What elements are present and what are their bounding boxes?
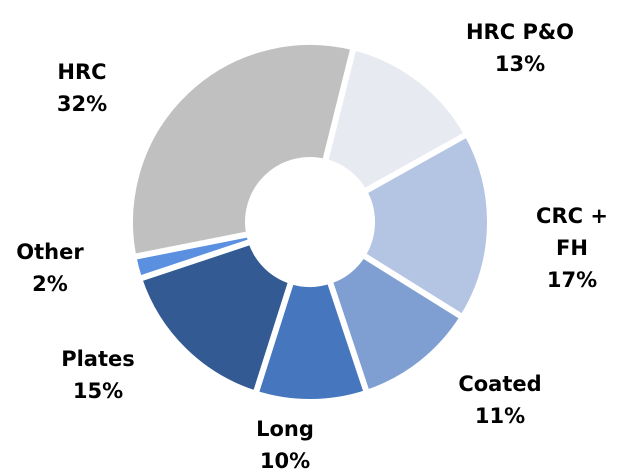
slice-label: Coated 11% [430,368,570,432]
slice-label: Long 10% [235,413,335,474]
donut-segment [321,43,472,196]
value-label: 10% [259,449,311,473]
donut-segment [325,250,467,397]
donut-segment [135,237,296,398]
value-label: 11% [474,404,526,428]
donut-segment [127,39,358,261]
category-name: Plates [61,347,135,371]
slice-label: HRC P&O 13% [450,16,590,80]
slice-label: Plates 15% [38,343,158,407]
value-label: 17% [546,268,598,292]
slice-label: Other 2% [0,236,100,300]
category-name: Coated [458,372,542,396]
value-label: 13% [494,52,546,76]
value-label: 32% [56,92,108,116]
category-name: HRC [57,60,107,84]
value-label: 2% [32,272,68,296]
category-name: Other [16,240,84,264]
category-name: HRC P&O [465,20,575,44]
slice-label: HRC 32% [32,56,132,120]
slice-label: CRC + FH 17% [532,200,612,296]
value-label: 15% [72,379,124,403]
category-name: Long [256,417,314,441]
category-name: CRC + FH [536,204,608,260]
